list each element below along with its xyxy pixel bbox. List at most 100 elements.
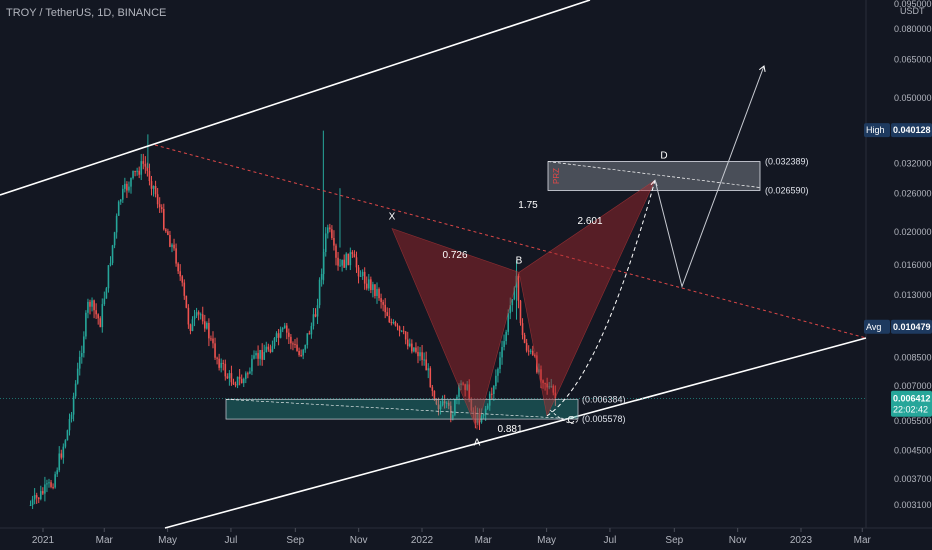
- candle-body: [304, 344, 307, 350]
- lower-channel-line[interactable]: [164, 337, 867, 529]
- ratio-label: 2.601: [577, 216, 602, 227]
- candle-body: [347, 253, 350, 266]
- candle-body: [384, 304, 386, 313]
- y-tick-label: 0.065000: [894, 55, 932, 65]
- candle-body: [486, 405, 489, 409]
- candle-body: [257, 353, 259, 359]
- pattern-bcd-triangle[interactable]: [518, 179, 656, 417]
- candle-body: [171, 244, 173, 247]
- candle-body: [228, 373, 231, 379]
- y-tick-label: 0.050000: [894, 93, 932, 103]
- candle-body: [107, 265, 110, 289]
- zone-bottom-label: (0.026590): [765, 185, 809, 195]
- candle-body: [343, 259, 345, 268]
- candle-body: [124, 183, 126, 189]
- y-tick-label: 0.003700: [894, 474, 932, 484]
- candle-body: [156, 194, 159, 205]
- candle-body: [294, 343, 296, 345]
- candle-body: [351, 252, 354, 255]
- candle-body: [66, 430, 69, 441]
- x-tick-label: Nov: [729, 535, 747, 546]
- candle-body: [417, 351, 419, 357]
- x-tick-label: May: [158, 535, 177, 546]
- candle-body: [495, 375, 497, 387]
- currency-label: USDT: [900, 6, 925, 16]
- candle-body: [511, 299, 514, 306]
- candle-body: [255, 353, 257, 356]
- x-tick-label: Sep: [665, 535, 683, 546]
- candle-body: [232, 382, 235, 385]
- candle-body: [314, 314, 317, 317]
- candle-body: [160, 207, 163, 209]
- candle-body: [117, 201, 120, 216]
- y-tick-label: 0.005500: [894, 416, 932, 426]
- x-tick-label: Mar: [96, 535, 114, 546]
- candle-body: [374, 284, 376, 297]
- candle-body: [509, 305, 512, 314]
- candle-body: [468, 384, 471, 399]
- zone-bottom-label: (0.005578): [582, 414, 626, 424]
- candle-body: [427, 368, 430, 371]
- candle-body: [413, 347, 415, 352]
- candle-body: [433, 390, 436, 400]
- candle-body: [126, 183, 128, 191]
- y-tick-label: 0.007000: [894, 381, 932, 391]
- x-tick-label: 2023: [790, 535, 813, 546]
- candle-body: [476, 413, 479, 423]
- time-axis[interactable]: 2021 Mar May Jul Sep Nov 2022 Mar May Jul Sep Nov 20…: [32, 528, 872, 546]
- candle-body: [197, 312, 200, 315]
- x-tick-label: May: [537, 535, 556, 546]
- zone-d-label: D: [660, 151, 667, 162]
- candle-body: [169, 235, 171, 247]
- candle-body: [419, 352, 421, 357]
- candle-body: [148, 170, 151, 182]
- candle-body: [421, 352, 423, 360]
- candle-body: [230, 373, 233, 383]
- candle-body: [150, 181, 153, 189]
- candle-body: [402, 330, 405, 332]
- point-x-label: X: [389, 212, 396, 223]
- candle-body: [460, 383, 462, 385]
- candle-body: [462, 383, 464, 385]
- candle-body: [44, 484, 46, 494]
- candle-body: [140, 161, 143, 175]
- candle-body: [247, 373, 249, 375]
- upper-channel-line[interactable]: [0, 0, 591, 196]
- candle-body: [534, 354, 536, 356]
- candle-body: [386, 312, 389, 316]
- candle-body: [35, 495, 38, 498]
- candle-body: [162, 208, 165, 230]
- candle-body: [42, 491, 44, 494]
- candle-body: [517, 275, 520, 301]
- candle-body: [298, 350, 300, 355]
- target-zone[interactable]: [547, 161, 761, 191]
- candle-body: [31, 499, 34, 505]
- candle-body: [400, 330, 403, 332]
- candle-body: [503, 341, 505, 348]
- chart-title: TROY / TetherUS, 1D, BINANCE: [6, 7, 167, 19]
- candle-body: [203, 321, 206, 329]
- candle-body: [72, 396, 75, 415]
- harmonic-pattern-drawings[interactable]: (0.032389) (0.026590) D PRZ (0.006384) (0.005…: [0, 0, 867, 529]
- candle-body: [382, 302, 384, 305]
- candle-body: [527, 350, 530, 352]
- candle-body: [273, 338, 276, 347]
- pattern-xab-triangle[interactable]: [391, 228, 520, 431]
- candle-body: [121, 188, 124, 200]
- candle-body: [146, 166, 149, 171]
- candle-body: [380, 298, 382, 303]
- x-tick-label: Jul: [604, 535, 617, 546]
- candle-body: [281, 328, 284, 330]
- candle-body: [85, 312, 87, 337]
- descending-trendline[interactable]: [154, 144, 867, 339]
- high-marker: High 0.040128: [864, 123, 932, 138]
- candle-body: [300, 354, 302, 356]
- candle-body: [472, 410, 475, 413]
- candle-body: [265, 346, 268, 353]
- candle-body: [242, 378, 245, 384]
- candle-body: [144, 163, 147, 167]
- candle-body: [195, 312, 198, 316]
- candle-body: [152, 186, 155, 189]
- candle-body: [458, 384, 460, 397]
